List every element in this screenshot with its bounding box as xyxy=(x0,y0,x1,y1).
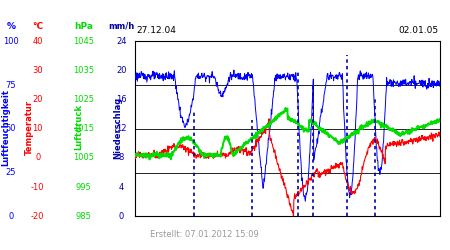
Text: Niederschlag: Niederschlag xyxy=(113,96,122,159)
Text: 20: 20 xyxy=(116,66,127,75)
Text: 1005: 1005 xyxy=(73,154,94,162)
Text: 985: 985 xyxy=(76,212,92,221)
Text: 1015: 1015 xyxy=(73,124,94,133)
Text: 100: 100 xyxy=(3,37,19,46)
Text: 27.12.04: 27.12.04 xyxy=(136,26,176,35)
Text: -20: -20 xyxy=(31,212,45,221)
Text: 10: 10 xyxy=(32,124,43,133)
Text: 1025: 1025 xyxy=(73,95,94,104)
Text: 995: 995 xyxy=(76,182,92,192)
Text: 50: 50 xyxy=(5,124,16,133)
Text: 20: 20 xyxy=(32,95,43,104)
Text: 8: 8 xyxy=(119,154,124,162)
Text: -10: -10 xyxy=(31,182,45,192)
Text: 40: 40 xyxy=(32,37,43,46)
Text: Erstellt: 07.01.2012 15:09: Erstellt: 07.01.2012 15:09 xyxy=(150,230,259,239)
Text: 0: 0 xyxy=(8,212,14,221)
Text: 0: 0 xyxy=(35,154,40,162)
Text: 1045: 1045 xyxy=(73,37,94,46)
Text: 75: 75 xyxy=(5,80,16,90)
Text: 0: 0 xyxy=(119,212,124,221)
Text: 30: 30 xyxy=(32,66,43,75)
Text: 25: 25 xyxy=(5,168,16,177)
Text: mm/h: mm/h xyxy=(108,22,135,31)
Text: Temperatur: Temperatur xyxy=(25,100,34,155)
Text: Luftfeuchtigkeit: Luftfeuchtigkeit xyxy=(1,89,10,166)
Text: 12: 12 xyxy=(116,124,127,133)
Text: %: % xyxy=(6,22,15,31)
Text: °C: °C xyxy=(32,22,43,31)
Text: hPa: hPa xyxy=(74,22,93,31)
Text: 02.01.05: 02.01.05 xyxy=(398,26,439,35)
Text: 24: 24 xyxy=(116,37,127,46)
Text: 1035: 1035 xyxy=(73,66,94,75)
Text: 4: 4 xyxy=(119,182,124,192)
Text: Luftdruck: Luftdruck xyxy=(74,104,83,150)
Text: 16: 16 xyxy=(116,95,127,104)
